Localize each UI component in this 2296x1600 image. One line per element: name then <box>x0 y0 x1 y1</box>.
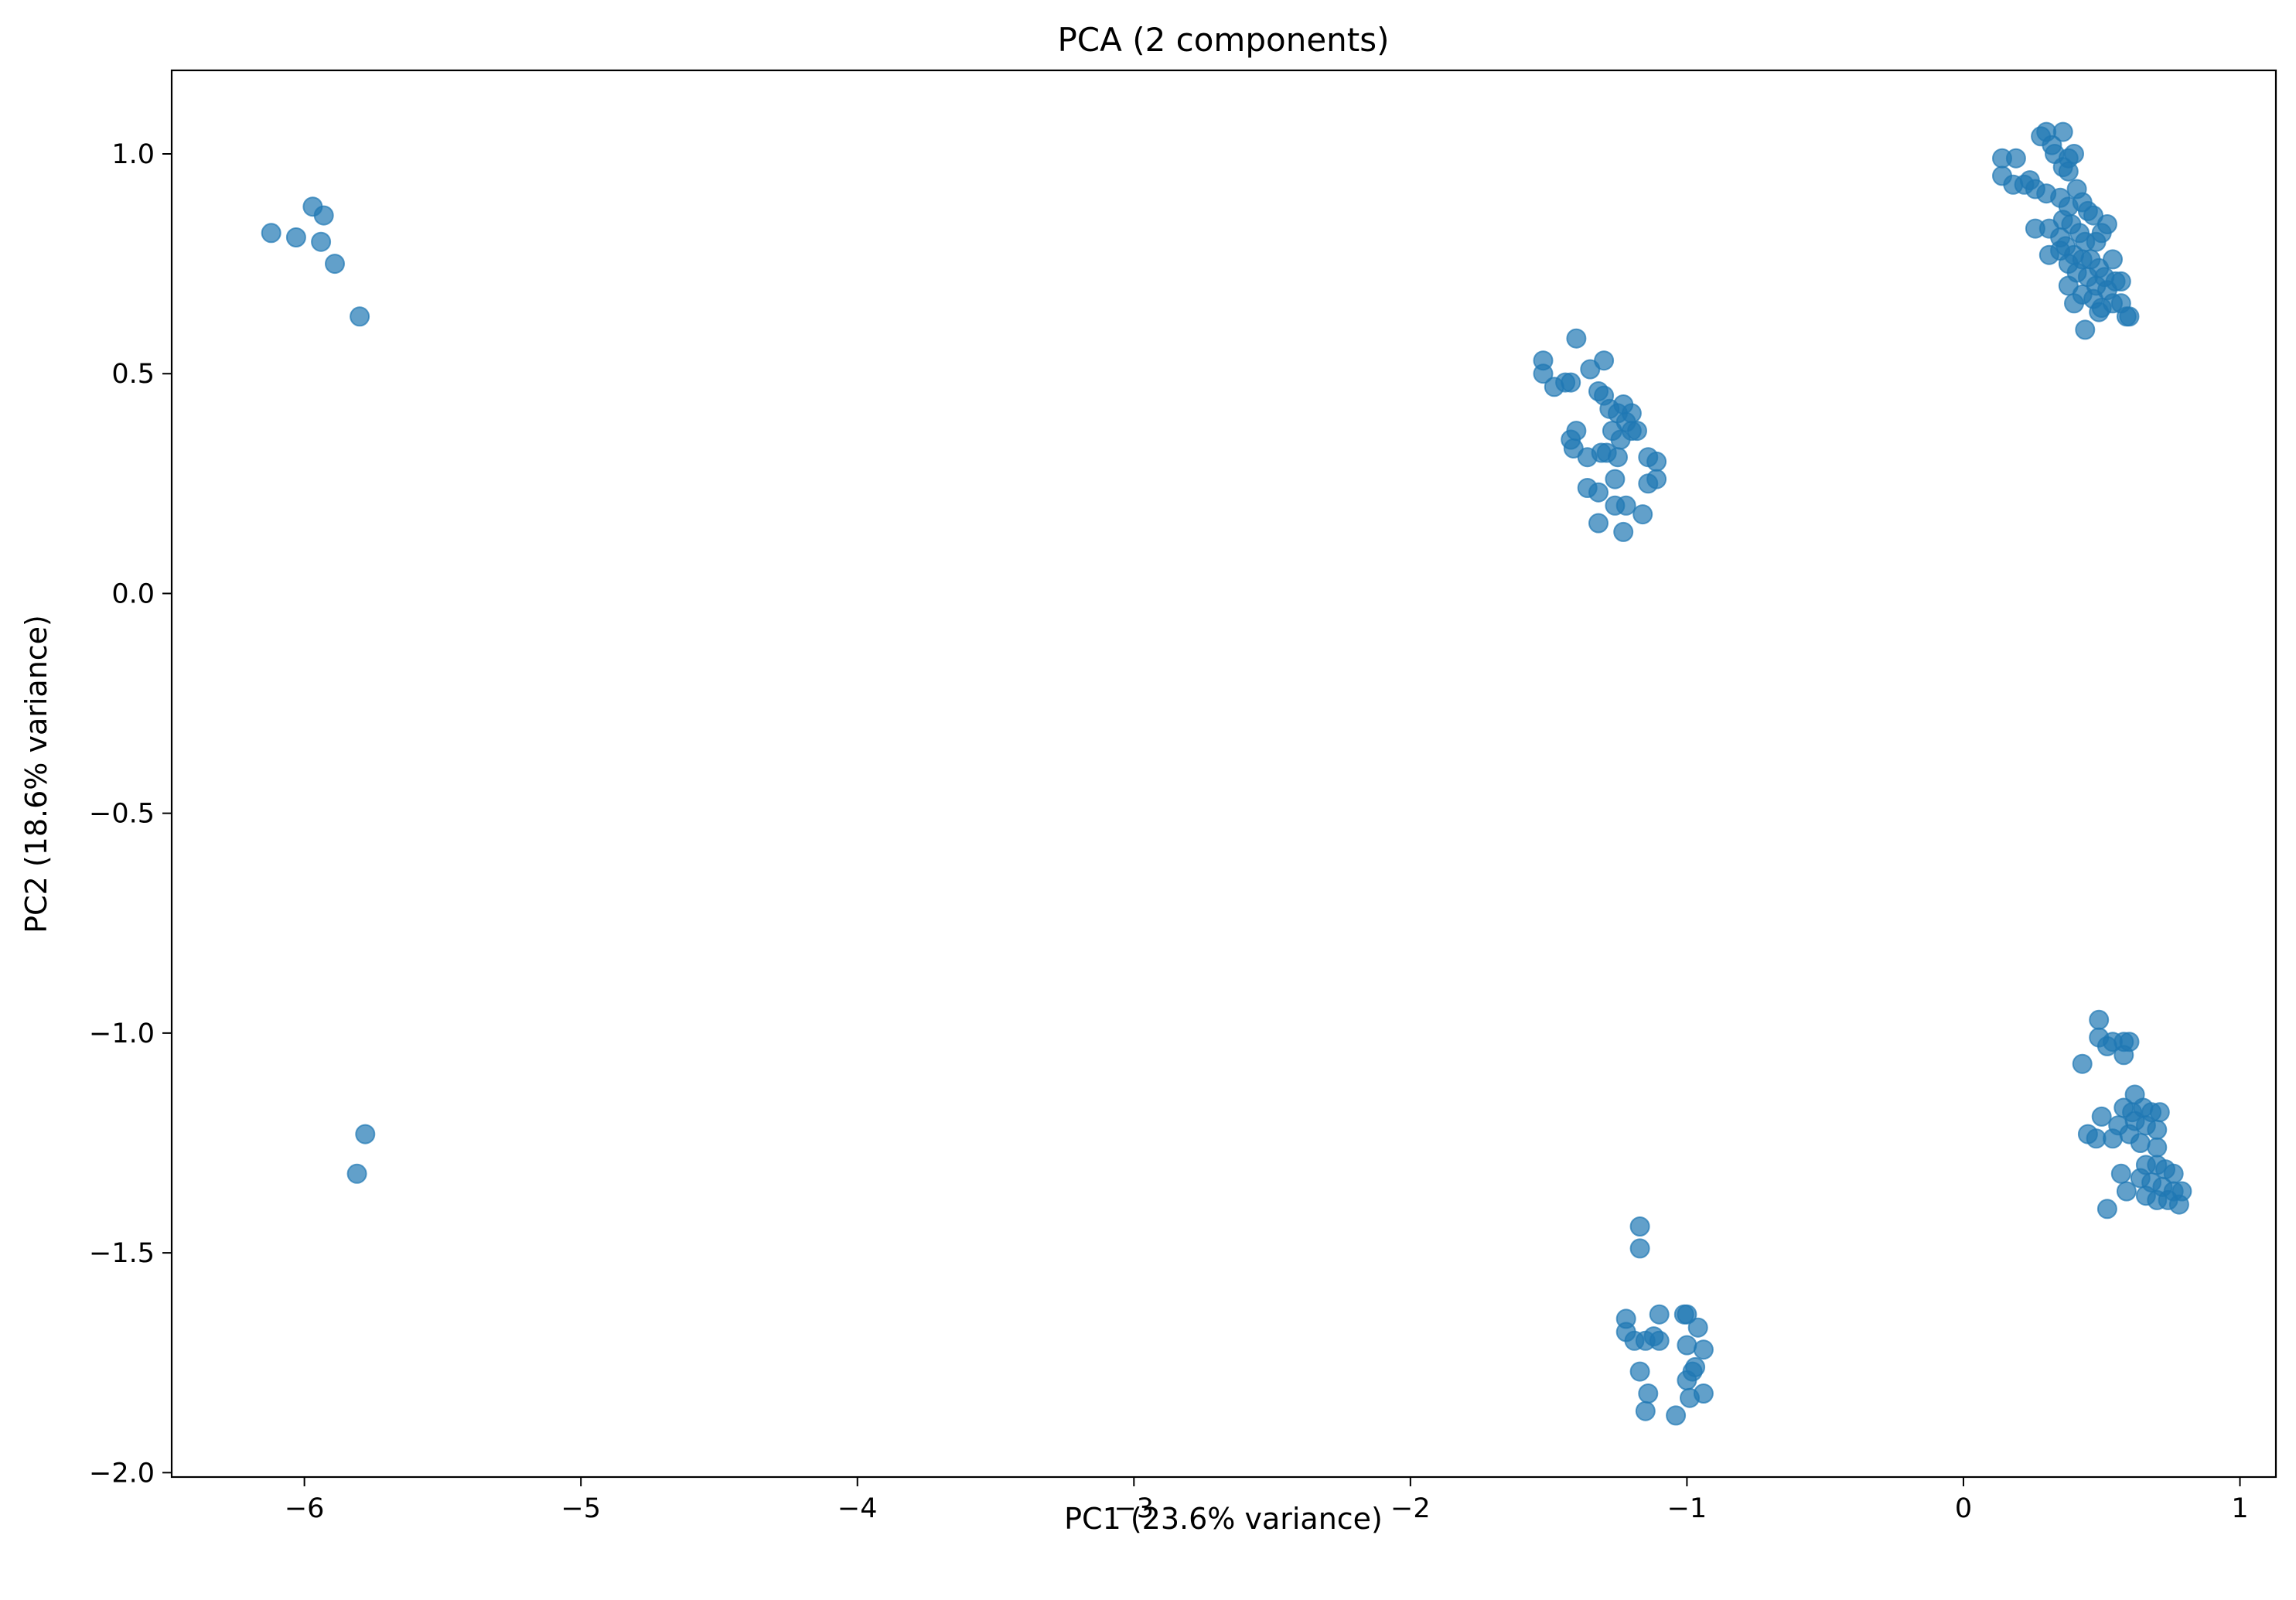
scatter-point <box>355 1124 376 1145</box>
y-tick-label: −0.5 <box>89 799 155 830</box>
scatter-point <box>2168 1194 2189 1215</box>
scatter-point <box>2005 148 2026 169</box>
scatter-point <box>2058 161 2079 182</box>
scatter-point <box>1629 1216 1650 1237</box>
scatter-point <box>285 227 306 247</box>
scatter-point <box>2116 1181 2137 1202</box>
scatter-point <box>2110 271 2131 292</box>
x-axis-label: PC1 (23.6% variance) <box>1064 1502 1383 1536</box>
scatter-point <box>1566 328 1587 349</box>
scatter-point <box>1615 495 1636 516</box>
scatter-point <box>313 205 334 226</box>
scatter-point <box>1646 469 1667 490</box>
x-tick-label: −2 <box>1390 1493 1431 1524</box>
scatter-point <box>2096 214 2117 234</box>
scatter-point <box>1561 372 1581 393</box>
scatter-point <box>325 254 345 275</box>
scatter-point <box>1649 1330 1670 1351</box>
y-tick-label: 1.0 <box>111 139 155 170</box>
scatter-point <box>2072 1053 2093 1074</box>
x-tick-label: −6 <box>285 1493 325 1524</box>
y-axis-ticks: 1.0 0.5 0.0 −0.5 −1.0 −1.5 −2.0 <box>89 139 172 1489</box>
scatter-point <box>1608 447 1628 468</box>
x-tick-label: −3 <box>1114 1493 1154 1524</box>
scatter-point <box>2052 121 2073 142</box>
scatter-point <box>1693 1383 1714 1404</box>
y-tick-label: −1.5 <box>89 1238 155 1269</box>
scatter-point <box>2119 306 2140 327</box>
scatter-point <box>2103 249 2123 270</box>
scatter-point <box>1629 1238 1650 1259</box>
scatter-point <box>346 1163 367 1184</box>
scatter-point <box>1588 513 1609 534</box>
scatter-point <box>2147 1137 2168 1158</box>
scatter-point <box>1605 469 1626 490</box>
y-tick-label: −1.0 <box>89 1018 155 1049</box>
scatter-point <box>2110 1163 2131 1184</box>
scatter-point <box>2130 1133 2151 1153</box>
scatter-point <box>2096 1199 2117 1220</box>
scatter-point <box>2096 1035 2117 1056</box>
scatter-point <box>1649 1304 1670 1325</box>
x-tick-label: −1 <box>1667 1493 1708 1524</box>
scatter-point <box>1646 451 1667 472</box>
x-tick-label: 0 <box>1955 1493 1972 1524</box>
scatter-point <box>1588 482 1609 503</box>
scatter-point <box>1602 421 1622 442</box>
scatter-point <box>2147 1119 2168 1140</box>
scatter-point <box>1621 403 1642 424</box>
scatter-point <box>1594 350 1615 371</box>
scatter-point <box>2064 293 2084 314</box>
y-tick-label: 0.0 <box>111 578 155 609</box>
scatter-point <box>1677 1335 1697 1356</box>
scatter-point <box>1666 1405 1687 1426</box>
scatter-point <box>1629 1361 1650 1382</box>
scatter-point <box>1635 1400 1656 1421</box>
scatter-point <box>2103 1128 2123 1149</box>
scatter-point <box>350 306 370 327</box>
scatter-points <box>261 121 2192 1426</box>
scatter-point <box>2113 1045 2134 1066</box>
y-axis-label: PC2 (18.6% variance) <box>19 615 53 933</box>
scatter-point <box>1693 1339 1714 1360</box>
chart-title: PCA (2 components) <box>1057 21 1389 59</box>
scatter-point <box>1566 421 1587 442</box>
x-axis-ticks: −6 −5 −4 −3 −2 −1 0 1 <box>285 1477 2249 1524</box>
plot-area-frame <box>170 69 2277 1479</box>
scatter-point <box>1687 1317 1708 1338</box>
scatter-point <box>2089 302 2110 322</box>
scatter-point <box>1632 504 1653 525</box>
x-tick-label: 1 <box>2231 1493 2248 1524</box>
y-tick-label: 0.5 <box>111 359 155 390</box>
scatter-point <box>311 231 332 252</box>
x-tick-label: −4 <box>838 1493 878 1524</box>
x-tick-label: −5 <box>561 1493 601 1524</box>
scatter-point <box>1627 421 1647 442</box>
y-tick-label: −2.0 <box>89 1458 155 1489</box>
scatter-point <box>1677 1304 1697 1325</box>
scatter-point <box>1613 521 1634 542</box>
scatter-point <box>261 223 281 244</box>
scatter-point <box>2089 1009 2110 1030</box>
scatter-point <box>2075 319 2096 340</box>
scatter-point <box>1638 1383 1659 1404</box>
scatter-point <box>1677 1370 1697 1390</box>
scatter-point <box>2091 1106 2112 1127</box>
scatter-point <box>1533 363 1554 384</box>
